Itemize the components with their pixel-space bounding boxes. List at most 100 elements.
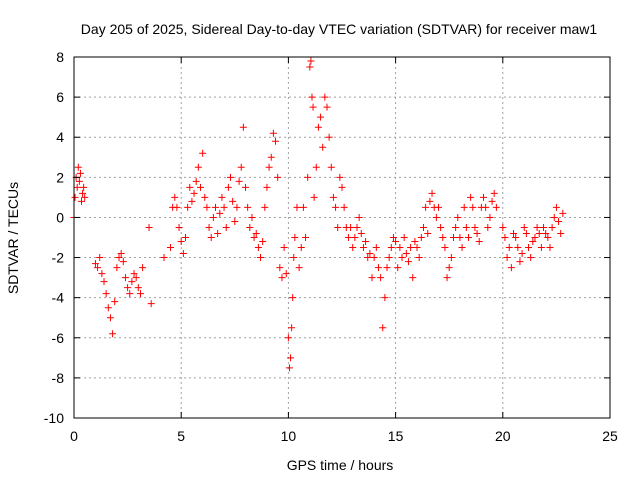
data-point bbox=[377, 274, 385, 282]
data-point bbox=[422, 203, 430, 211]
data-point bbox=[121, 274, 129, 282]
data-point bbox=[458, 244, 466, 252]
data-point bbox=[242, 183, 250, 191]
data-point bbox=[351, 234, 359, 241]
data-point bbox=[327, 163, 335, 171]
data-point bbox=[267, 153, 275, 161]
data-point bbox=[117, 250, 125, 258]
data-point bbox=[347, 223, 355, 231]
data-point bbox=[290, 254, 298, 262]
data-point bbox=[404, 258, 412, 266]
data-point bbox=[475, 238, 483, 246]
data-point bbox=[98, 270, 106, 278]
data-point bbox=[308, 93, 316, 101]
data-point bbox=[447, 254, 455, 262]
data-point bbox=[552, 203, 560, 211]
data-point bbox=[160, 254, 168, 262]
data-point bbox=[464, 234, 472, 241]
grid-lines bbox=[74, 57, 610, 418]
data-point bbox=[355, 213, 363, 221]
data-point bbox=[411, 238, 419, 246]
y-axis-ticks: -10 -8 -6 -4 -2 0 2 4 6 8 bbox=[44, 49, 610, 426]
data-point bbox=[284, 334, 292, 342]
data-point bbox=[533, 223, 541, 231]
y-tick-label: -8 bbox=[52, 370, 65, 386]
data-point bbox=[398, 254, 406, 262]
data-point bbox=[499, 223, 507, 231]
y-tick-label: -6 bbox=[52, 330, 65, 346]
data-point bbox=[310, 193, 318, 201]
data-point bbox=[492, 203, 500, 211]
data-point bbox=[177, 238, 185, 246]
data-point bbox=[201, 193, 209, 201]
data-point bbox=[166, 244, 174, 252]
data-point bbox=[462, 223, 470, 231]
data-point bbox=[302, 234, 310, 241]
data-point bbox=[212, 203, 220, 211]
data-point bbox=[209, 213, 217, 221]
data-point bbox=[288, 324, 296, 332]
data-point bbox=[205, 223, 213, 231]
data-point bbox=[136, 290, 144, 298]
data-point bbox=[81, 193, 89, 201]
data-point bbox=[529, 238, 537, 246]
data-point bbox=[235, 177, 243, 185]
data-point bbox=[100, 278, 108, 286]
data-point bbox=[546, 244, 554, 252]
data-point bbox=[106, 314, 114, 322]
data-point bbox=[73, 183, 81, 191]
data-point bbox=[329, 193, 337, 201]
data-point bbox=[94, 264, 102, 272]
data-point bbox=[113, 264, 121, 272]
data-point bbox=[484, 223, 492, 231]
data-point bbox=[237, 163, 245, 171]
data-point bbox=[233, 203, 241, 211]
data-point bbox=[372, 244, 380, 252]
data-point bbox=[104, 304, 112, 312]
data-point bbox=[109, 330, 117, 338]
data-point bbox=[359, 244, 367, 252]
data-point bbox=[514, 244, 522, 252]
data-point bbox=[287, 354, 295, 362]
data-point bbox=[265, 163, 273, 171]
data-point bbox=[91, 260, 99, 268]
data-point bbox=[134, 284, 142, 292]
data-point bbox=[130, 270, 138, 278]
data-point bbox=[285, 364, 293, 372]
data-point bbox=[194, 163, 202, 171]
data-point bbox=[263, 183, 271, 191]
data-point bbox=[452, 223, 460, 231]
data-point bbox=[542, 229, 550, 237]
data-point bbox=[507, 264, 515, 272]
data-point bbox=[139, 264, 147, 272]
data-point bbox=[428, 189, 436, 197]
data-point bbox=[510, 229, 518, 237]
data-point bbox=[537, 244, 545, 252]
data-point bbox=[175, 223, 183, 231]
data-point bbox=[439, 234, 447, 241]
data-point bbox=[449, 234, 457, 241]
data-point bbox=[293, 203, 301, 211]
data-point bbox=[124, 284, 132, 292]
data-point bbox=[417, 234, 425, 241]
data-point bbox=[505, 244, 513, 252]
data-point bbox=[220, 203, 228, 211]
data-point bbox=[548, 223, 556, 231]
data-point bbox=[364, 254, 372, 262]
data-point bbox=[115, 254, 123, 262]
data-point bbox=[147, 300, 155, 308]
data-point bbox=[480, 193, 488, 201]
y-tick-label: 2 bbox=[56, 169, 64, 185]
data-point bbox=[334, 223, 342, 231]
data-point bbox=[471, 223, 479, 231]
data-point bbox=[314, 123, 322, 131]
data-point bbox=[246, 223, 254, 231]
data-point bbox=[445, 264, 453, 272]
data-point bbox=[490, 189, 498, 197]
data-point bbox=[443, 274, 451, 282]
data-point bbox=[96, 254, 104, 262]
data-point bbox=[207, 234, 215, 241]
data-point bbox=[527, 254, 535, 262]
data-point bbox=[402, 250, 410, 258]
data-point bbox=[71, 193, 79, 201]
